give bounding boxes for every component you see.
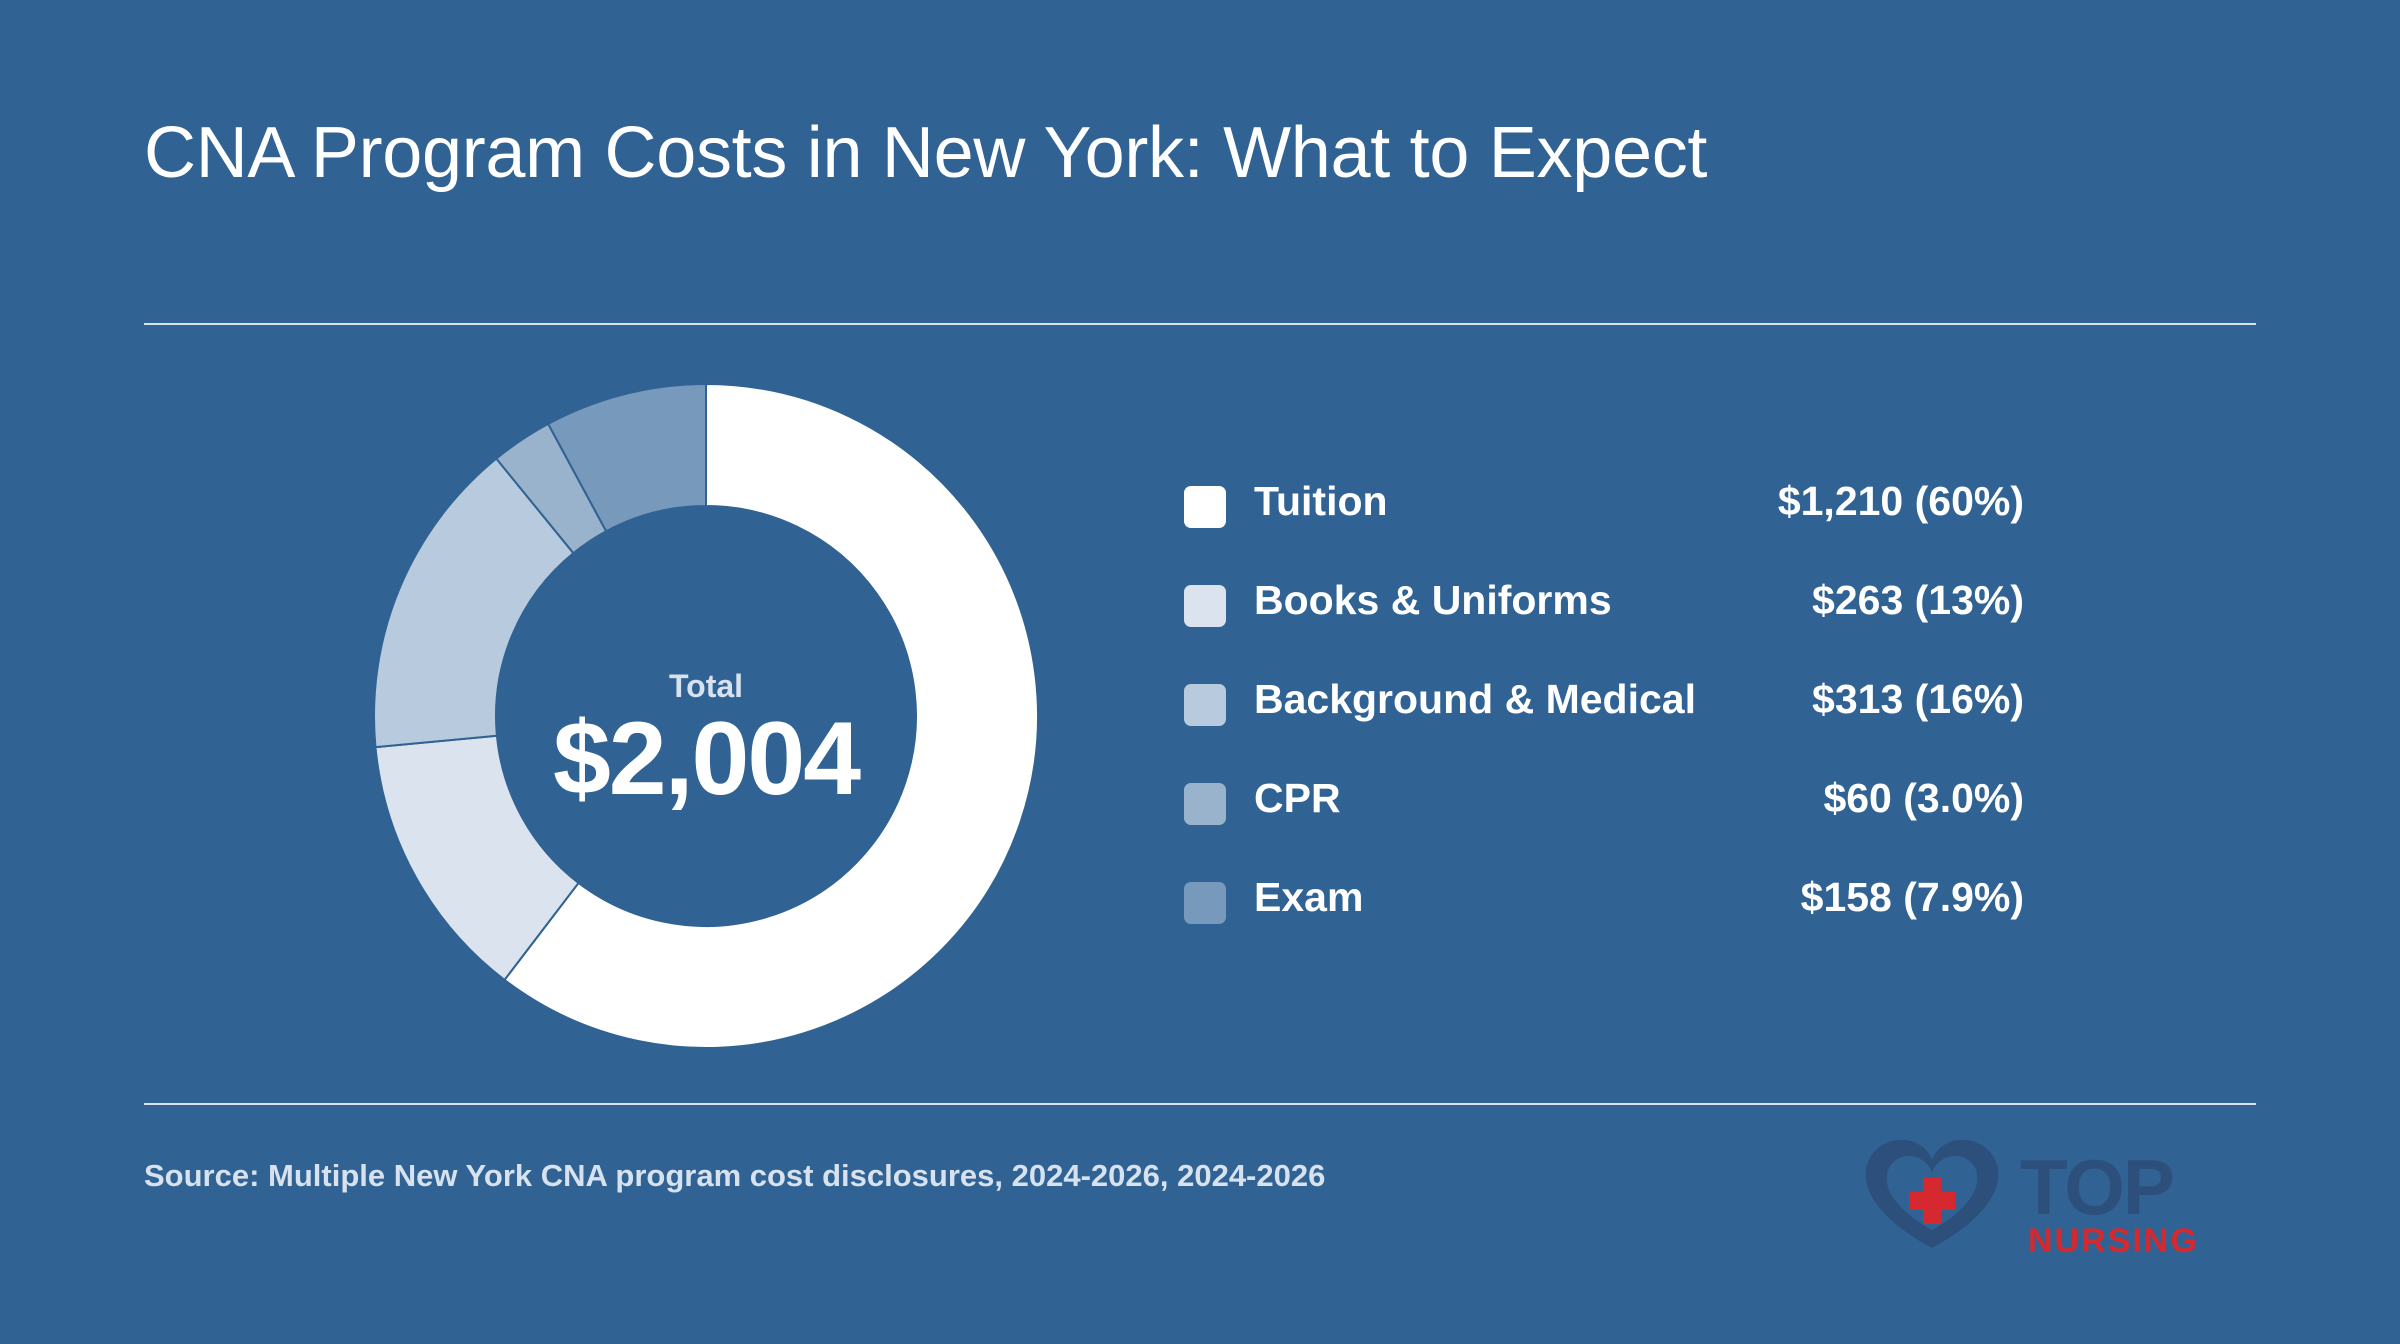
chart-title: CNA Program Costs in New York: What to E… [144,113,1708,193]
legend-value: $158 (7.9%) [1800,874,2024,920]
legend-value: $313 (16%) [1812,676,2024,722]
logo-top-text: TOP [2020,1143,2173,1231]
legend: Tuition $1,210 (60%) Books & Uniforms $2… [1184,470,2024,965]
logo-svg: TOP NURSING [1865,1139,2199,1260]
cross-icon-bar [1909,1192,1955,1210]
legend-item-exam: Exam $158 (7.9%) [1184,866,2024,965]
legend-label: Background & Medical [1254,676,1696,722]
legend-label: Tuition [1254,478,1388,524]
legend-value: $263 (13%) [1812,577,2024,623]
legend-value: $1,210 (60%) [1777,478,2024,524]
legend-item-books-uniforms: Books & Uniforms $263 (13%) [1184,569,2024,668]
legend-label: Exam [1254,874,1364,920]
legend-label: Books & Uniforms [1254,577,1612,623]
legend-value: $60 (3.0%) [1823,775,2024,821]
legend-swatch [1184,486,1226,528]
legend-item-background-medical: Background & Medical $313 (16%) [1184,668,2024,767]
bottom-divider [144,1103,2256,1105]
legend-swatch [1184,684,1226,726]
legend-item-tuition: Tuition $1,210 (60%) [1184,470,2024,569]
top-nursing-logo: TOP NURSING [1860,1130,2260,1260]
legend-swatch [1184,882,1226,924]
legend-swatch [1184,585,1226,627]
donut-chart [370,380,1042,1052]
top-divider [144,323,2256,325]
source-note: Source: Multiple New York CNA program co… [144,1158,1326,1193]
legend-item-cpr: CPR $60 (3.0%) [1184,767,2024,866]
logo-bottom-text: NURSING [2028,1222,2199,1260]
legend-swatch [1184,783,1226,825]
donut-slice-tuition [503,382,1039,1049]
donut-svg [373,382,1039,1049]
legend-label: CPR [1254,775,1341,821]
donut-slice-exam [546,382,707,533]
